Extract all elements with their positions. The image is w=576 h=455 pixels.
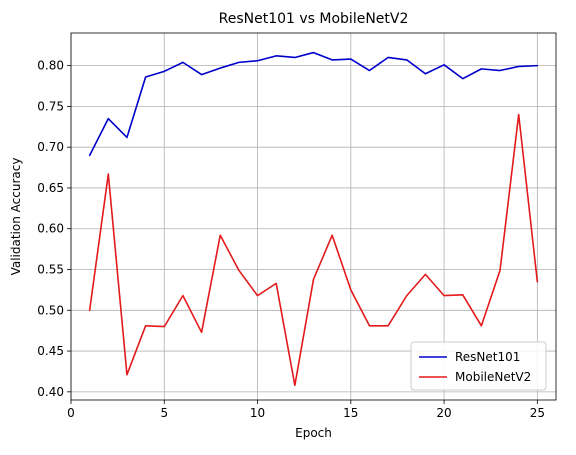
legend-label: MobileNetV2	[455, 370, 531, 384]
legend-box	[410, 341, 547, 391]
y-axis-title: Validation Accuracy	[9, 158, 23, 276]
y-tick-label: 0.40	[37, 385, 64, 399]
y-tick-label: 0.50	[37, 303, 64, 317]
series-lines	[88, 51, 539, 387]
y-tick-label: 0.45	[37, 344, 64, 358]
y-tick-label: 0.80	[37, 59, 64, 73]
y-tick-label: 0.70	[37, 140, 64, 154]
x-axis-title: Epoch	[295, 426, 332, 440]
grid-lines	[70, 33, 556, 400]
y-tick-label: 0.55	[37, 263, 64, 277]
y-tick-label: 0.65	[37, 181, 64, 195]
chart-title: ResNet101 vs MobileNetV2	[219, 11, 409, 27]
legend-label: ResNet101	[455, 350, 520, 364]
x-tick-label: 0	[67, 406, 75, 420]
legend: ResNet101 MobileNetV2	[410, 341, 547, 391]
y-tick-label: 0.75	[37, 99, 64, 113]
y-tick-label: 0.60	[37, 222, 64, 236]
series-line-resnet101	[88, 51, 539, 157]
x-tick-label: 5	[160, 406, 168, 420]
axis-ticks: 0 5 10 15 20 25 0.40 0.45 0.50 0.55 0.60 0.65 0.70 0.…	[37, 59, 545, 420]
x-tick-label: 25	[530, 406, 545, 420]
x-tick-label: 10	[250, 406, 265, 420]
series-line-mobilenetv2	[88, 113, 539, 387]
plot-frame	[70, 32, 557, 401]
x-tick-label: 20	[436, 406, 451, 420]
x-tick-label: 15	[343, 406, 358, 420]
